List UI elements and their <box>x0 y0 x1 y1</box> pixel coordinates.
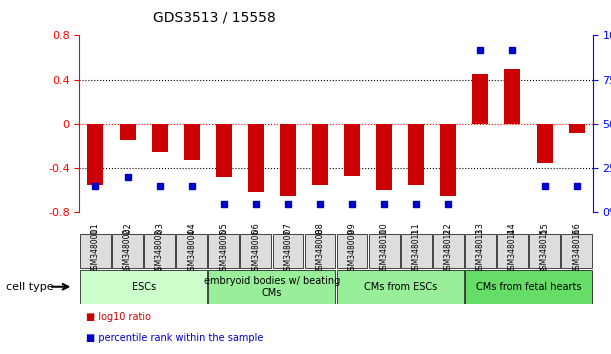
Bar <box>344 124 360 176</box>
Bar <box>505 69 521 124</box>
Bar <box>569 124 585 133</box>
Bar <box>408 124 424 185</box>
Text: GSM348003: GSM348003 <box>155 228 164 275</box>
Text: GSM348014: GSM348014 <box>508 228 517 274</box>
FancyBboxPatch shape <box>80 234 111 268</box>
FancyBboxPatch shape <box>497 234 528 268</box>
Text: GDS3513 / 15558: GDS3513 / 15558 <box>153 11 276 25</box>
Bar <box>216 124 232 177</box>
Bar <box>248 124 264 193</box>
FancyBboxPatch shape <box>369 234 400 268</box>
Text: CMs from fetal hearts: CMs from fetal hearts <box>476 282 581 292</box>
FancyBboxPatch shape <box>465 234 496 268</box>
Bar <box>184 124 200 160</box>
Bar <box>376 124 392 190</box>
FancyBboxPatch shape <box>177 234 207 268</box>
FancyBboxPatch shape <box>562 234 592 268</box>
FancyBboxPatch shape <box>305 234 335 268</box>
Text: GSM348012: GSM348012 <box>444 228 453 274</box>
Text: GSM348007: GSM348007 <box>284 228 293 275</box>
FancyBboxPatch shape <box>208 234 239 268</box>
FancyBboxPatch shape <box>273 234 303 268</box>
Bar <box>152 124 167 152</box>
Bar <box>280 124 296 196</box>
Text: GSM348009: GSM348009 <box>348 228 357 275</box>
FancyBboxPatch shape <box>80 270 207 304</box>
Text: cell type: cell type <box>6 282 54 292</box>
Text: GSM348006: GSM348006 <box>251 228 260 275</box>
Text: GSM348004: GSM348004 <box>187 228 196 275</box>
Text: GSM348008: GSM348008 <box>315 228 324 274</box>
Text: ■ log10 ratio: ■ log10 ratio <box>86 312 150 322</box>
Text: ESCs: ESCs <box>131 282 156 292</box>
Text: GSM348013: GSM348013 <box>476 228 485 274</box>
Bar <box>441 124 456 196</box>
FancyBboxPatch shape <box>144 234 175 268</box>
FancyBboxPatch shape <box>465 270 592 304</box>
Text: GSM348011: GSM348011 <box>412 228 421 274</box>
Bar <box>120 124 136 141</box>
FancyBboxPatch shape <box>112 234 143 268</box>
FancyBboxPatch shape <box>337 234 367 268</box>
Bar <box>87 124 103 185</box>
FancyBboxPatch shape <box>337 270 464 304</box>
Bar <box>312 124 328 185</box>
FancyBboxPatch shape <box>529 234 560 268</box>
Text: embryoid bodies w/ beating
CMs: embryoid bodies w/ beating CMs <box>204 276 340 298</box>
FancyBboxPatch shape <box>401 234 431 268</box>
Text: GSM348001: GSM348001 <box>91 228 100 274</box>
Text: GSM348016: GSM348016 <box>572 228 581 274</box>
Bar <box>472 74 488 124</box>
FancyBboxPatch shape <box>433 234 464 268</box>
Text: GSM348005: GSM348005 <box>219 228 229 275</box>
Text: GSM348010: GSM348010 <box>379 228 389 274</box>
Bar <box>536 124 552 162</box>
FancyBboxPatch shape <box>208 270 335 304</box>
FancyBboxPatch shape <box>241 234 271 268</box>
Text: GSM348015: GSM348015 <box>540 228 549 274</box>
Text: ■ percentile rank within the sample: ■ percentile rank within the sample <box>86 333 263 343</box>
Text: GSM348002: GSM348002 <box>123 228 132 274</box>
Text: CMs from ESCs: CMs from ESCs <box>364 282 437 292</box>
